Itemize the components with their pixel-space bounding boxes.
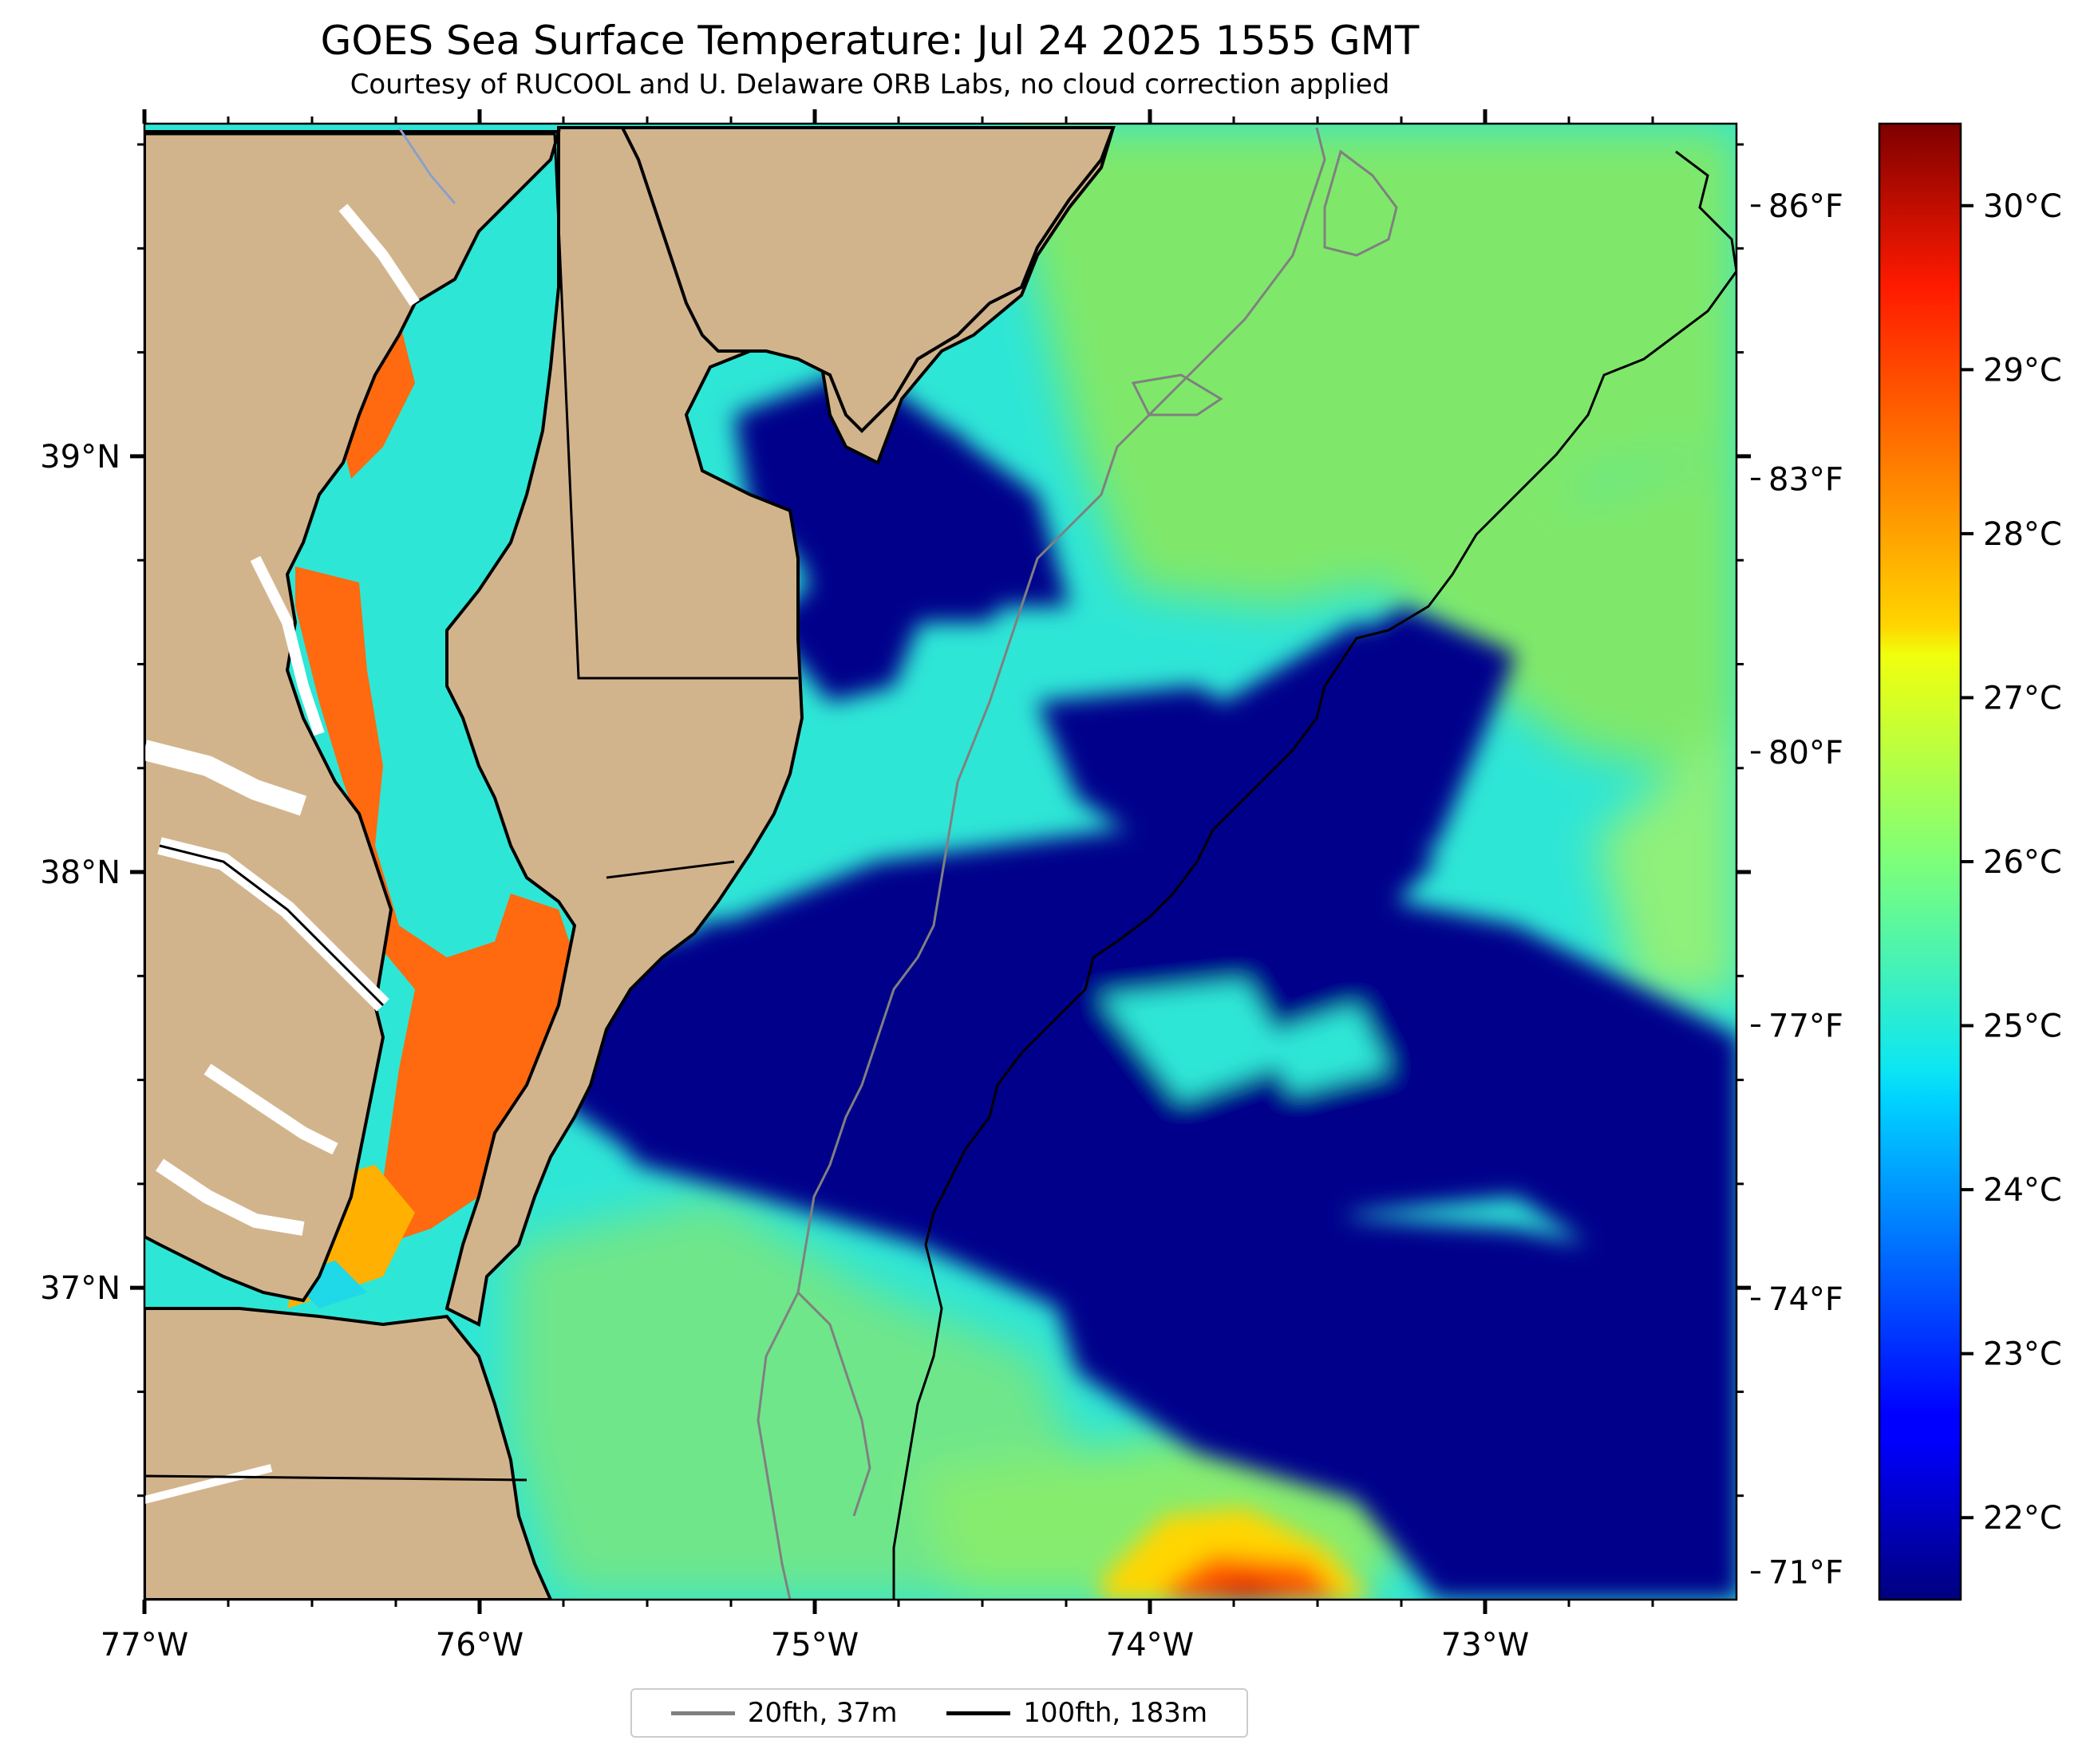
colorbar-axis: 30°C 29°C 28°C 27°C 26°C 25°C 24°C 23°C 22°C [1961, 188, 2062, 1537]
colorbar-tick-label: 24°C [1983, 1172, 2062, 1209]
x-tick-label: 73°W [1441, 1627, 1529, 1663]
map-title: GOES Sea Surface Temperature: Jul 24 202… [320, 18, 1420, 64]
fahrenheit-tick-label: 71°F [1768, 1555, 1843, 1592]
contour-100fth [892, 150, 1736, 1600]
map-subtitle: Courtesy of RUCOOL and U. Delaware ORB L… [350, 69, 1390, 101]
land [144, 126, 1116, 1600]
fahrenheit-tick-label: 74°F [1768, 1281, 1843, 1318]
y-tick-label: 37°N [40, 1270, 121, 1307]
colorbar-tick-label: 30°C [1983, 188, 2062, 225]
colorbar-tick-label: 22°C [1983, 1500, 2062, 1537]
legend-label-100fth: 100fth, 183m [1023, 1697, 1208, 1729]
colorbar-tick-label: 25°C [1983, 1008, 2062, 1045]
legend-item-100fth: 100fth, 183m [946, 1697, 1207, 1729]
fahrenheit-tick-label: 86°F [1768, 188, 1843, 225]
colorbar-tick-label: 23°C [1983, 1336, 2062, 1373]
colorbar-tick-label: 26°C [1983, 844, 2062, 881]
fahrenheit-tick-label: 80°F [1768, 735, 1843, 772]
y-axis-left: 39°N 38°N 37°N [40, 143, 1751, 1498]
fahrenheit-tick-label: 83°F [1768, 461, 1843, 498]
y-tick-label: 38°N [40, 854, 121, 891]
contour-20fth [757, 127, 1326, 1600]
x-tick-label: 76°W [436, 1627, 523, 1663]
bathymetry-contours [757, 127, 1736, 1600]
legend-item-20fth: 20fth, 37m [670, 1697, 898, 1729]
y-tick-label: 39°N [40, 439, 121, 476]
legend-swatch-20fth [670, 1711, 735, 1715]
y-axis-right: 86°F 83°F 80°F 77°F 74°F 71°F [1751, 188, 1843, 1592]
legend-swatch-100fth [946, 1711, 1011, 1715]
colorbar-tick-label: 27°C [1983, 680, 2062, 716]
fahrenheit-tick-label: 77°F [1768, 1008, 1843, 1045]
x-tick-label: 75°W [771, 1627, 859, 1663]
colorbar-tick-label: 28°C [1983, 516, 2062, 553]
sst-field [144, 124, 1736, 1600]
map-frame [143, 122, 1738, 1601]
legend-label-20fth: 20fth, 37m [747, 1697, 898, 1729]
x-tick-label: 74°W [1106, 1627, 1194, 1663]
x-tick-label: 77°W [101, 1627, 188, 1663]
contour-legend: 20fth, 37m 100fth, 183m [630, 1688, 1248, 1738]
x-axis: 77°W 76°W 75°W 74°W 73°W [101, 109, 1654, 1663]
colorbar [1878, 122, 1962, 1601]
colorbar-tick-label: 29°C [1983, 352, 2062, 389]
